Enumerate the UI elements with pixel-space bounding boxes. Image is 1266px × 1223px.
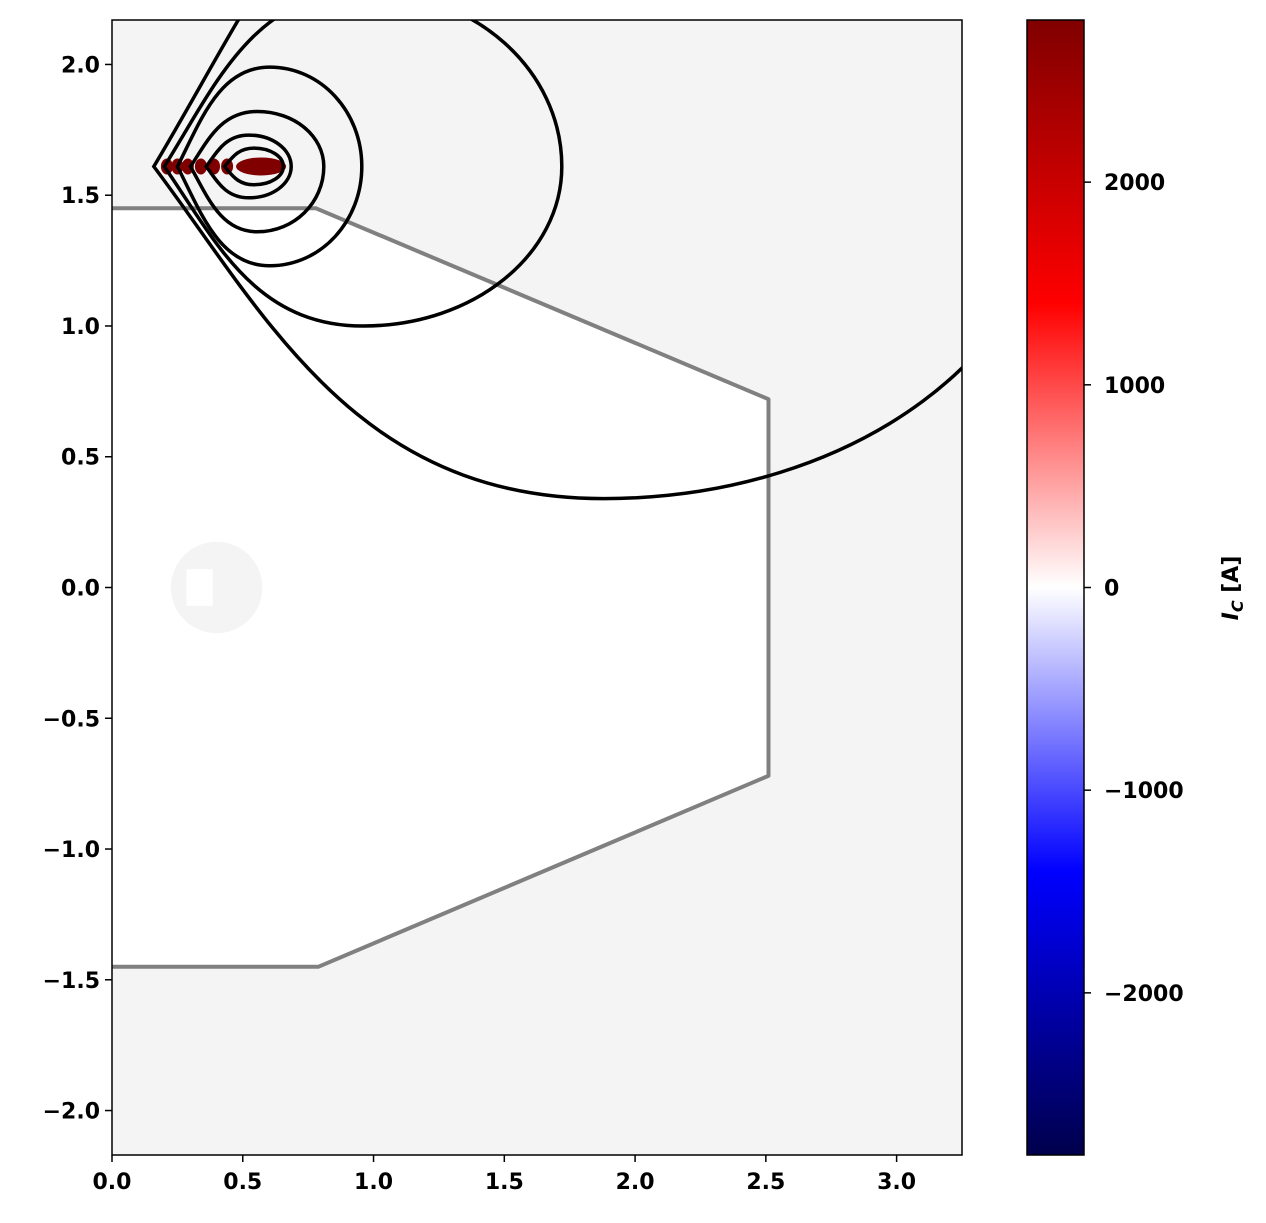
y-tick-label-2: −1.0 [43, 838, 100, 863]
contour-line-5 [151, 20, 962, 501]
y-tick-label-8: 2.0 [61, 53, 100, 78]
y-tick-label-0: −2.0 [43, 1100, 100, 1125]
contour-line-1 [204, 133, 293, 200]
center-disk [170, 541, 263, 634]
y-tick-label-1: −1.5 [43, 969, 100, 994]
y-tick-label-7: 1.5 [61, 184, 100, 209]
contour-line-3 [175, 65, 364, 268]
coil-mark [236, 157, 287, 176]
contour-line-4 [162, 20, 564, 328]
plot-area [111, 19, 963, 1156]
colorbar-tick-label-3: 1000 [1104, 374, 1165, 399]
plot-clip-group [112, 20, 962, 1155]
x-tick-label-5: 2.5 [746, 1170, 785, 1195]
x-tick-label-6: 3.0 [877, 1170, 916, 1195]
colorbar-gradient [1026, 19, 1085, 1156]
contour-line-2 [188, 109, 326, 234]
contour-line-0 [222, 146, 286, 187]
y-tick-label-4: 0.0 [61, 577, 100, 602]
y-tick-label-3: −0.5 [43, 707, 100, 732]
colorbar-tick-label-4: 2000 [1104, 171, 1165, 196]
colorbar-tick-label-2: 0 [1104, 577, 1119, 602]
colorbar-tick-label-0: −2000 [1104, 982, 1184, 1007]
vessel-interior [112, 208, 769, 967]
vessel-outline [112, 206, 771, 969]
x-tick-label-3: 1.5 [485, 1170, 524, 1195]
coil-trail-mark-0 [160, 158, 173, 175]
coil-trail-mark-3 [194, 158, 207, 175]
y-tick-label-5: 0.5 [61, 446, 100, 471]
y-tick-label-6: 1.0 [61, 315, 100, 340]
x-axis: 0.0 0.5 1.0 1.5 2.0 2.5 3.0 [93, 1155, 916, 1195]
y-axis: −2.0 −1.5 −1.0 −0.5 0.0 0.5 1.0 1.5 2.0 [43, 53, 112, 1125]
x-tick-label-1: 0.5 [223, 1170, 262, 1195]
x-tick-label-0: 0.0 [93, 1170, 132, 1195]
colorbar: −2000 −1000 0 1000 2000 IC [A] [1026, 19, 1247, 1156]
x-tick-label-4: 2.0 [616, 1170, 655, 1195]
colorbar-tick-label-1: −1000 [1104, 779, 1184, 804]
center-rect [186, 569, 213, 606]
colorbar-label: IC [A] [1219, 556, 1247, 621]
x-tick-label-2: 1.0 [354, 1170, 393, 1195]
